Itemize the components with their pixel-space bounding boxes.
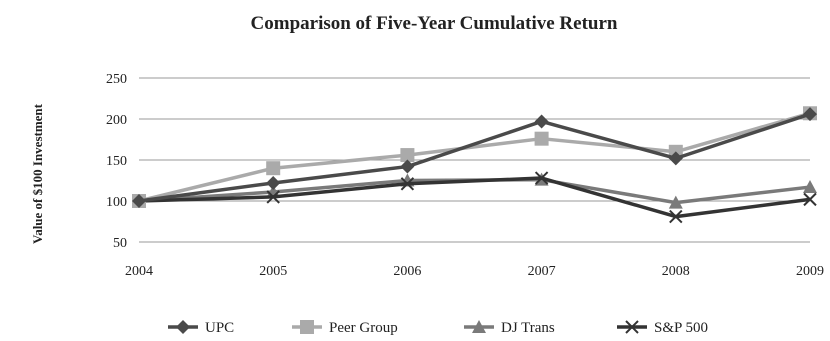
x-tick-label: 2005 <box>259 264 287 279</box>
y-tick-label: 250 <box>106 72 127 87</box>
data-point-diamond <box>803 107 817 122</box>
legend-label: S&P 500 <box>654 320 708 336</box>
data-point-square <box>266 161 281 176</box>
legend-marker-triangle <box>472 320 486 333</box>
legend: UPC Peer Group DJ Trans S&P 500 <box>168 320 708 336</box>
legend-label: UPC <box>205 320 234 336</box>
y-axis-label: Value of $100 Investment <box>30 103 45 244</box>
data-point-x <box>669 209 683 224</box>
chart-title: Comparison of Five-Year Cumulative Retur… <box>251 13 618 34</box>
y-tick-label: 200 <box>106 113 127 128</box>
series-line <box>138 111 811 203</box>
data-point-triangle <box>803 180 817 194</box>
data-point-diamond <box>534 114 549 129</box>
x-tick-label: 2009 <box>796 264 824 279</box>
y-tick-labels: 50 100 150 200 250 <box>106 72 127 251</box>
legend-item: Peer Group <box>292 320 398 336</box>
gridlines <box>139 77 810 243</box>
x-tick-label: 2007 <box>528 264 556 279</box>
series-line <box>138 112 811 203</box>
y-tick-label: 50 <box>113 236 127 251</box>
y-tick-label: 100 <box>106 195 127 210</box>
data-point-diamond <box>400 159 415 174</box>
data-point-x <box>400 177 415 191</box>
data-point-diamond <box>266 175 281 190</box>
y-tick-label: 150 <box>106 154 127 169</box>
legend-item: DJ Trans <box>464 320 555 336</box>
legend-label: Peer Group <box>329 320 398 336</box>
x-tick-label: 2006 <box>393 264 421 279</box>
series-peer-group <box>132 106 817 208</box>
data-point-x <box>803 192 817 207</box>
data-point-x <box>534 171 549 185</box>
legend-item: UPC <box>168 320 234 336</box>
legend-label: DJ Trans <box>501 320 555 336</box>
data-point-diamond <box>668 151 683 166</box>
data-point-triangle <box>668 195 683 209</box>
legend-marker-square <box>300 320 314 334</box>
data-point-x <box>266 190 280 204</box>
legend-marker-x <box>625 320 639 334</box>
x-tick-label: 2008 <box>662 264 690 279</box>
x-tick-labels: 2004 2005 2006 2007 2008 2009 <box>125 264 824 279</box>
data-point-square <box>400 148 415 163</box>
series-line <box>138 176 811 219</box>
legend-marker-diamond <box>176 320 190 334</box>
legend-item: S&P 500 <box>617 320 708 336</box>
x-tick-label: 2004 <box>125 264 153 279</box>
data-point-diamond <box>132 194 146 208</box>
data-point-square <box>534 131 549 146</box>
series-upc <box>132 107 817 208</box>
series-lines <box>132 106 817 224</box>
